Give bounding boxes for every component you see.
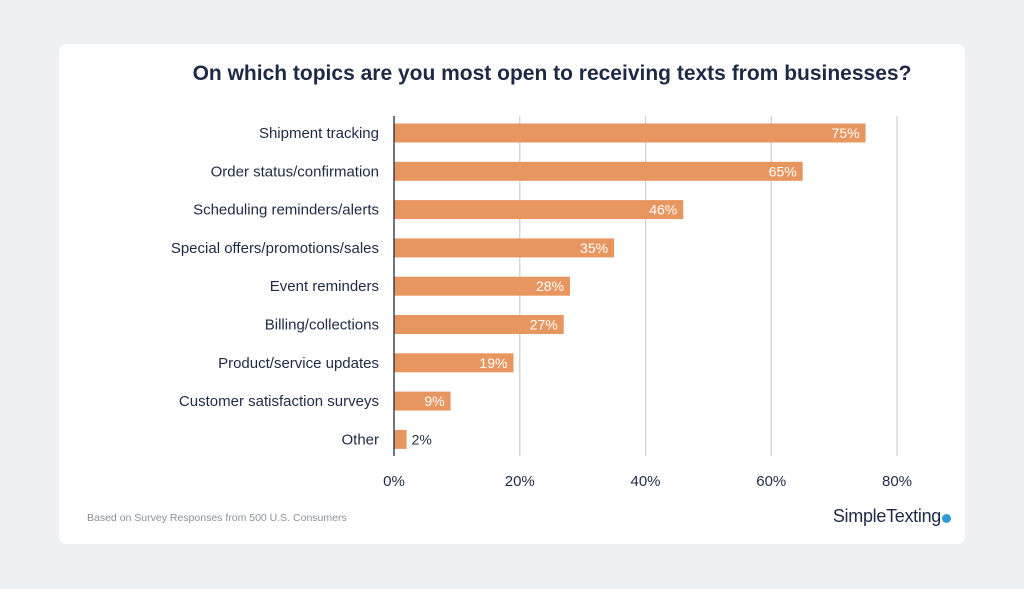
brand-logo: SimpleTexting <box>833 506 951 527</box>
bar <box>394 315 564 334</box>
bar <box>394 391 451 411</box>
brand-name: SimpleTexting <box>832 506 941 526</box>
data-label: 2% <box>412 431 432 447</box>
bar-chart: Shipment tracking 75% Order status/confirm… <box>171 116 912 490</box>
chart-title: On which topics are you most open to rec… <box>192 62 912 85</box>
bar <box>394 238 615 258</box>
x-tick-label: 80% <box>882 473 912 490</box>
bar <box>394 353 514 373</box>
bar <box>394 161 803 181</box>
category-label: Billing/collections <box>265 317 379 334</box>
chat-bubble-icon <box>942 514 951 523</box>
data-label: 75% <box>832 125 860 141</box>
bar <box>394 276 571 296</box>
data-label: 9% <box>424 393 444 409</box>
category-label: Customer satisfaction surveys <box>179 393 379 410</box>
category-label: Event reminders <box>270 278 379 295</box>
category-label: Product/service updates <box>218 355 379 372</box>
bar <box>394 429 407 449</box>
data-label: 28% <box>536 278 564 294</box>
bar <box>394 200 684 220</box>
category-label: Order status/confirmation <box>211 163 379 180</box>
x-tick-label: 60% <box>756 473 786 490</box>
category-label: Shipment tracking <box>259 125 379 142</box>
footnote: Based on Survey Responses from 500 U.S. … <box>87 512 347 524</box>
category-label: Other <box>341 431 379 448</box>
data-label: 35% <box>580 240 608 256</box>
x-tick-label: 0% <box>383 473 405 490</box>
bar <box>394 123 866 143</box>
x-tick-label: 40% <box>630 473 660 490</box>
data-label: 19% <box>479 355 507 371</box>
category-label: Scheduling reminders/alerts <box>193 202 379 219</box>
data-label: 46% <box>649 202 677 218</box>
x-tick-label: 20% <box>505 473 535 490</box>
chart-card: On which topics are you most open to rec… <box>59 44 965 544</box>
data-label: 27% <box>530 317 558 333</box>
category-label: Special offers/promotions/sales <box>171 240 379 257</box>
data-label: 65% <box>769 163 797 179</box>
